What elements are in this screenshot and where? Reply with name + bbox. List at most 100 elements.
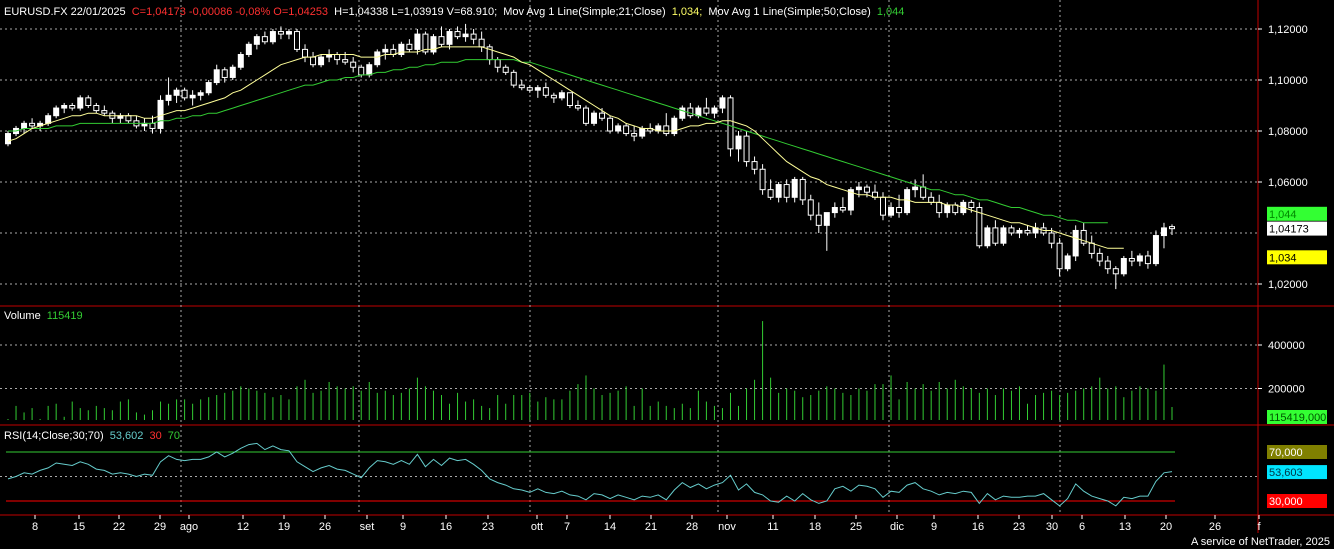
candle-body-up	[366, 64, 373, 76]
x-tick-label: 29	[154, 521, 166, 533]
candle	[261, 31, 268, 45]
candle-body-down	[687, 107, 694, 117]
candle-body-down	[815, 214, 822, 226]
candle	[751, 156, 758, 175]
candle-body-up	[173, 89, 180, 96]
candle	[237, 51, 244, 70]
badge-ma50: 1,044	[1269, 209, 1297, 221]
candle-body-up	[229, 66, 236, 78]
badge-rsi-70-bg	[1267, 445, 1327, 459]
candle-body-up	[269, 31, 276, 43]
candle-body-up	[318, 56, 325, 66]
candle-body-up	[285, 31, 292, 35]
candle-body-down	[952, 204, 959, 214]
candle	[5, 131, 11, 147]
candle	[173, 87, 180, 103]
candle	[839, 197, 846, 213]
candle	[711, 105, 718, 119]
badge-rsi-value-bg	[1267, 465, 1327, 480]
candle-body-down	[510, 71, 517, 86]
ma21-line	[7, 46, 1124, 249]
candle-body-down	[928, 196, 935, 203]
candle	[1096, 248, 1103, 267]
candle	[623, 123, 630, 137]
candle-body-up	[253, 36, 260, 45]
candle-body-up	[382, 48, 389, 53]
candle-body-down	[896, 207, 903, 214]
candle	[253, 34, 260, 50]
candle	[117, 113, 124, 124]
candle	[125, 113, 132, 124]
rsi-line	[7, 442, 1173, 507]
x-tick-label: 28	[686, 521, 698, 533]
candle	[342, 51, 349, 65]
candle	[655, 123, 662, 134]
candle-body-up	[61, 105, 68, 109]
rsi-value: 53,602	[110, 430, 144, 442]
candle	[510, 69, 517, 88]
candle	[21, 120, 28, 134]
candle-body-down	[149, 122, 156, 129]
candle	[1048, 227, 1055, 249]
candle	[470, 29, 477, 45]
candle	[1056, 238, 1063, 277]
candle-body-down	[599, 112, 606, 119]
candle	[759, 164, 766, 195]
candle	[912, 179, 919, 198]
candle-body-down	[727, 97, 734, 150]
candle-body-up	[847, 189, 854, 211]
candle-body-up	[591, 112, 598, 124]
candle-body-down	[350, 61, 357, 68]
candle	[783, 179, 790, 203]
candle	[1016, 227, 1023, 239]
candle	[542, 82, 549, 98]
candle-body-up	[430, 36, 437, 53]
candle-body-down	[85, 97, 92, 106]
candle-body-up	[558, 92, 565, 99]
candle-body-down	[470, 33, 477, 40]
badge-rsi-30: 30,000	[1269, 496, 1303, 508]
candle	[277, 26, 284, 40]
candle-body-down	[69, 105, 76, 109]
candle-body-up	[53, 107, 60, 117]
candle-body-up	[855, 186, 862, 191]
candle	[61, 102, 68, 114]
x-tick-label: 16	[972, 521, 984, 533]
candle	[526, 85, 533, 93]
candle-body-down	[992, 227, 999, 244]
candle	[904, 187, 911, 216]
candle	[888, 202, 895, 218]
candle-body-down	[1128, 258, 1135, 262]
candle-body-up	[77, 97, 84, 109]
candle	[558, 90, 565, 101]
candle-body-down	[1080, 229, 1087, 244]
candle	[671, 115, 678, 137]
candle-body-down	[342, 59, 349, 63]
candle	[181, 87, 188, 101]
header-ma21-value: 1,034;	[672, 6, 703, 18]
candle-body-down	[1048, 232, 1055, 244]
badge-rsi-value: 53,603	[1269, 467, 1303, 479]
candle-body-down	[783, 184, 790, 198]
candle	[823, 212, 830, 251]
candle	[189, 90, 196, 106]
candle	[518, 80, 525, 91]
candle-body-down	[1008, 227, 1015, 234]
x-tick-label: 6	[1079, 521, 1085, 533]
candle-body-down	[358, 66, 365, 76]
candle-body-up	[1016, 229, 1023, 234]
candle-body-down	[181, 89, 188, 99]
candle	[229, 64, 236, 80]
candle-body-up	[904, 189, 911, 214]
candle	[318, 54, 325, 68]
volume-label: Volume	[4, 310, 41, 322]
candle	[326, 49, 333, 63]
candle	[390, 44, 397, 58]
header-quote: C=1,04173 -0,00086 -0,08% O=1,04253	[132, 6, 328, 18]
x-tick-label: ott	[531, 521, 543, 533]
candle	[221, 67, 228, 83]
value-badges: 1,044 1,04173 1,034 115419,000 70,000 53,603 3…	[1267, 206, 1327, 508]
candle	[69, 102, 76, 111]
candle	[382, 44, 389, 60]
